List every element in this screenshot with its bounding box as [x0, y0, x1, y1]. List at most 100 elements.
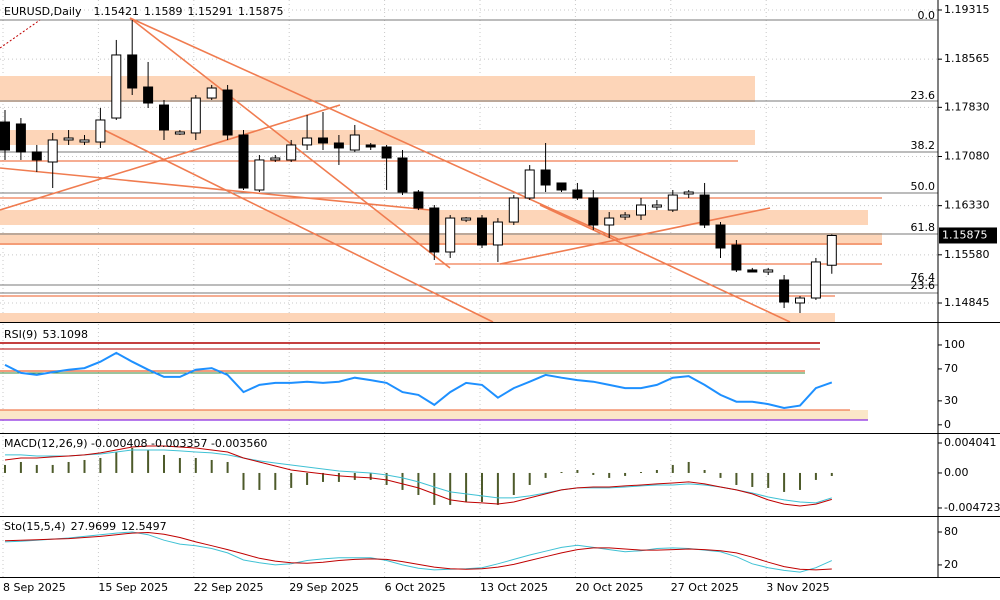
- histogram-bar: [99, 457, 102, 473]
- sto-main: 27.9699: [71, 520, 117, 533]
- candle-body: [620, 214, 631, 218]
- histogram-bar: [433, 472, 436, 505]
- candle-body: [461, 217, 472, 221]
- sto-header: Sto(15,5,4) 27.9699 12.5497: [4, 520, 167, 533]
- histogram-bar: [512, 472, 515, 495]
- histogram-bar: [83, 459, 86, 473]
- candle-body: [795, 297, 805, 304]
- histogram-bar: [35, 464, 38, 473]
- candle-body: [413, 191, 424, 209]
- x-tick-label: 3 Nov 2025: [766, 581, 829, 594]
- y-tick-label: 1.17830: [944, 100, 990, 113]
- candle-body: [397, 157, 408, 193]
- y-tick-label: 0: [944, 418, 951, 431]
- histogram-bar: [258, 472, 261, 490]
- candle-body: [349, 134, 360, 151]
- candle-body: [699, 194, 710, 226]
- histogram-bar: [735, 472, 738, 485]
- x-tick-label: 8 Sep 2025: [3, 581, 66, 594]
- trend-line: [99, 127, 494, 323]
- sto-signal: 12.5497: [121, 520, 167, 533]
- histogram-bar: [4, 464, 6, 473]
- candle-body: [731, 244, 742, 271]
- histogram-bar: [147, 449, 150, 473]
- candle-body: [445, 217, 456, 253]
- x-tick-label: 13 Oct 2025: [480, 581, 548, 594]
- histogram-bar: [449, 472, 452, 505]
- candle-body: [206, 87, 217, 99]
- zone: [0, 130, 755, 145]
- y-tick-label: 20: [944, 558, 958, 571]
- histogram-bar: [814, 472, 817, 480]
- histogram-bar: [210, 459, 213, 473]
- header-low: 1.15291: [187, 5, 233, 18]
- y-tick-label: 70: [944, 362, 958, 375]
- marks-layer: [0, 9, 997, 573]
- candle-body: [779, 279, 790, 303]
- candle-body: [683, 191, 694, 195]
- candle-body: [651, 204, 662, 208]
- candle-body: [715, 224, 726, 249]
- trend-line: [129, 17, 621, 241]
- candle-body: [63, 137, 74, 141]
- candle-body: [190, 97, 201, 134]
- histogram-bar: [51, 464, 54, 473]
- zone: [0, 313, 835, 322]
- fib-label: 0.0: [918, 9, 936, 22]
- candle-body: [636, 204, 646, 216]
- histogram-bar: [528, 472, 531, 485]
- indicator-line: [4, 351, 833, 410]
- y-tick-label: 0.004041: [944, 436, 997, 449]
- histogram-bar: [751, 472, 754, 487]
- histogram-bar: [767, 472, 770, 488]
- candle-body: [143, 86, 154, 104]
- y-tick-label: 1.14845: [944, 296, 990, 309]
- candle-body: [254, 159, 265, 191]
- panel-frame: [0, 0, 1000, 578]
- histogram-bar: [242, 472, 245, 490]
- candle-body: [318, 137, 328, 144]
- histogram-bar: [19, 461, 22, 473]
- histogram-bar: [481, 472, 483, 502]
- candle-body: [47, 139, 58, 163]
- y-tick-label: 1.15580: [944, 248, 990, 261]
- x-tick-label: 22 Sep 2025: [194, 581, 264, 594]
- indicator-line: [4, 531, 832, 571]
- rsi-header: RSI(9) 53.1098: [4, 328, 88, 341]
- y-tick-label: 100: [944, 338, 965, 351]
- candle-body: [127, 54, 138, 89]
- histogram-bar: [131, 447, 134, 473]
- histogram-bar: [226, 461, 229, 473]
- candle-body: [365, 144, 376, 148]
- candle-body: [572, 189, 583, 199]
- candle-body: [604, 217, 615, 226]
- histogram-bar: [274, 472, 277, 490]
- y-tick-label: 30: [944, 394, 958, 407]
- header-high: 1.1589: [144, 5, 183, 18]
- candle-body: [95, 119, 106, 143]
- y-tick-label: 0.00: [944, 466, 969, 479]
- candle-body: [286, 144, 297, 161]
- indicator-line: [4, 445, 832, 507]
- candle-body: [763, 269, 774, 273]
- histogram-bar: [560, 471, 563, 473]
- x-tick-label: 20 Oct 2025: [575, 581, 643, 594]
- histogram-bar: [719, 472, 722, 478]
- candle-body: [747, 269, 758, 273]
- y-tick-label: 1.16330: [944, 199, 990, 212]
- histogram-bar: [290, 472, 293, 488]
- y-tick-label: -0.004723: [944, 501, 1000, 514]
- rsi-value: 53.1098: [42, 328, 88, 341]
- candle-body: [810, 261, 821, 299]
- histogram-bar: [608, 472, 611, 478]
- histogram-bar: [687, 461, 690, 473]
- candle-body: [302, 137, 313, 146]
- text-layer: EURUSD,Daily 1.15421 1.1589 1.15291 1.15875 …: [3, 3, 1000, 594]
- histogram-bar: [401, 472, 404, 490]
- histogram-bar: [306, 472, 309, 485]
- header-open: 1.15421: [93, 5, 139, 18]
- histogram-bar: [783, 472, 786, 492]
- x-tick-label: 15 Sep 2025: [98, 581, 168, 594]
- drawing-objects: [0, 17, 938, 421]
- histogram-bar: [322, 472, 324, 482]
